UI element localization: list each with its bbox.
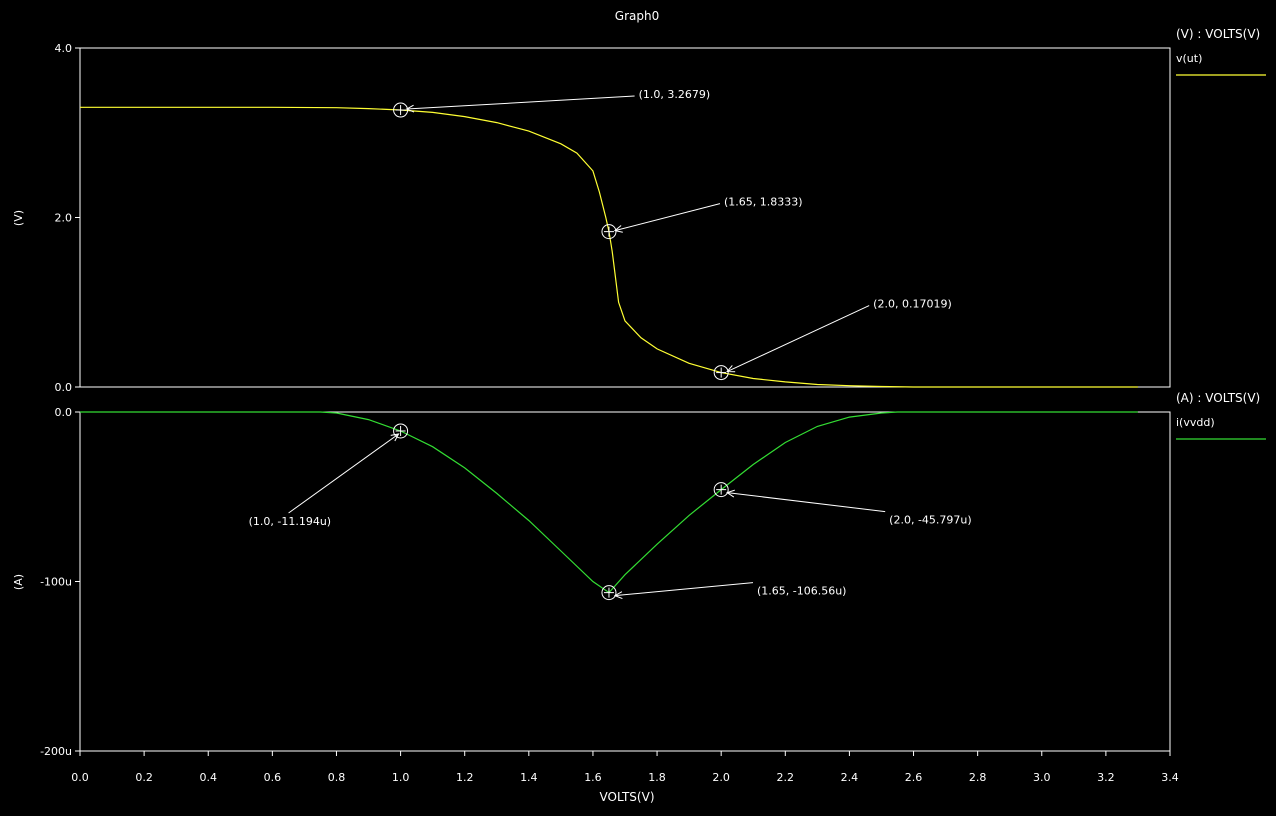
annotation-label: (1.0, 3.2679) — [639, 88, 711, 101]
x-tick-label: 2.4 — [841, 771, 859, 784]
annotation-leader — [406, 95, 635, 110]
y-tick-label: 0.0 — [55, 406, 73, 419]
annotation-label: (1.65, 1.8333) — [724, 196, 803, 209]
y-axis-label: (A) — [12, 574, 25, 590]
series-line — [80, 411, 1138, 594]
y-tick-label: 4.0 — [55, 42, 73, 55]
ivdd-panel: 0.0 -100u -200u 0.0 0.2 0.4 0.6 0.8 1.0 1.2 1.4 1.6… — [12, 391, 1266, 784]
annotation-leader — [726, 305, 870, 373]
x-tick-label: 0.0 — [71, 771, 89, 784]
y-tick-label: -200u — [40, 745, 72, 758]
x-tick-label: 1.2 — [456, 771, 474, 784]
x-tick-label: 2.2 — [777, 771, 795, 784]
legend-header: (V) : VOLTS(V) — [1176, 27, 1260, 41]
x-tick-label: 0.2 — [135, 771, 153, 784]
annotation-label: (2.0, -45.797u) — [889, 514, 972, 527]
annotation-arrowhead — [613, 225, 623, 233]
legend-label: i(vvdd) — [1176, 416, 1215, 429]
x-tick-label: 0.8 — [328, 771, 346, 784]
x-tick-label: 3.4 — [1161, 771, 1179, 784]
plot-frame — [79, 47, 1171, 388]
x-tick-label: 0.4 — [199, 771, 217, 784]
legend-header: (A) : VOLTS(V) — [1176, 391, 1260, 405]
y-tick-label: -100u — [40, 576, 72, 589]
y-tick-label: 2.0 — [55, 212, 73, 225]
x-tick-label: 0.6 — [264, 771, 282, 784]
annotation-arrowhead — [405, 104, 415, 113]
annotation-arrowhead — [726, 489, 735, 498]
legend-label: v(ut) — [1176, 52, 1202, 65]
marker-circle — [713, 365, 729, 381]
y-tick-label: 0.0 — [55, 381, 73, 394]
x-tick-label: 3.0 — [1033, 771, 1051, 784]
annotation-arrowhead — [390, 433, 400, 442]
marker-circle — [393, 102, 409, 118]
x-tick-label: 2.8 — [969, 771, 987, 784]
plot-panels: 0.0 2.0 4.0 (V) (V) : VOLTS(V) v(ut) (1.0, 3.2… — [12, 27, 1266, 784]
plot-frame — [79, 411, 1171, 752]
x-tick-label: 1.8 — [648, 771, 666, 784]
annotation-leader — [614, 582, 754, 597]
x-tick-label: 1.4 — [520, 771, 538, 784]
annotation-leader — [288, 433, 399, 514]
x-tick-label: 3.2 — [1097, 771, 1115, 784]
series-line — [80, 106, 1138, 388]
x-tick-label: 1.6 — [584, 771, 602, 784]
annotation-leader — [727, 492, 886, 513]
annotation-label: (2.0, 0.17019) — [873, 298, 952, 311]
x-tick-label: 1.0 — [392, 771, 410, 784]
y-axis-label: (V) — [12, 210, 25, 226]
marker-circle — [393, 423, 409, 439]
graph-title: Graph0 — [615, 9, 659, 23]
vout-panel: 0.0 2.0 4.0 (V) (V) : VOLTS(V) v(ut) (1.0, 3.2… — [12, 27, 1266, 394]
x-tick-label: 2.6 — [905, 771, 923, 784]
annotation-arrowhead — [613, 591, 623, 600]
annotation-leader — [614, 203, 721, 232]
annotation-label: (1.65, -106.56u) — [757, 585, 847, 598]
annotation-arrowhead — [726, 365, 736, 373]
x-axis-label: VOLTS(V) — [600, 790, 655, 804]
x-tick-label: 2.0 — [712, 771, 730, 784]
annotation-label: (1.0, -11.194u) — [249, 515, 332, 528]
marker-circle — [601, 585, 617, 601]
marker-circle — [713, 482, 729, 498]
marker-circle — [601, 224, 617, 240]
